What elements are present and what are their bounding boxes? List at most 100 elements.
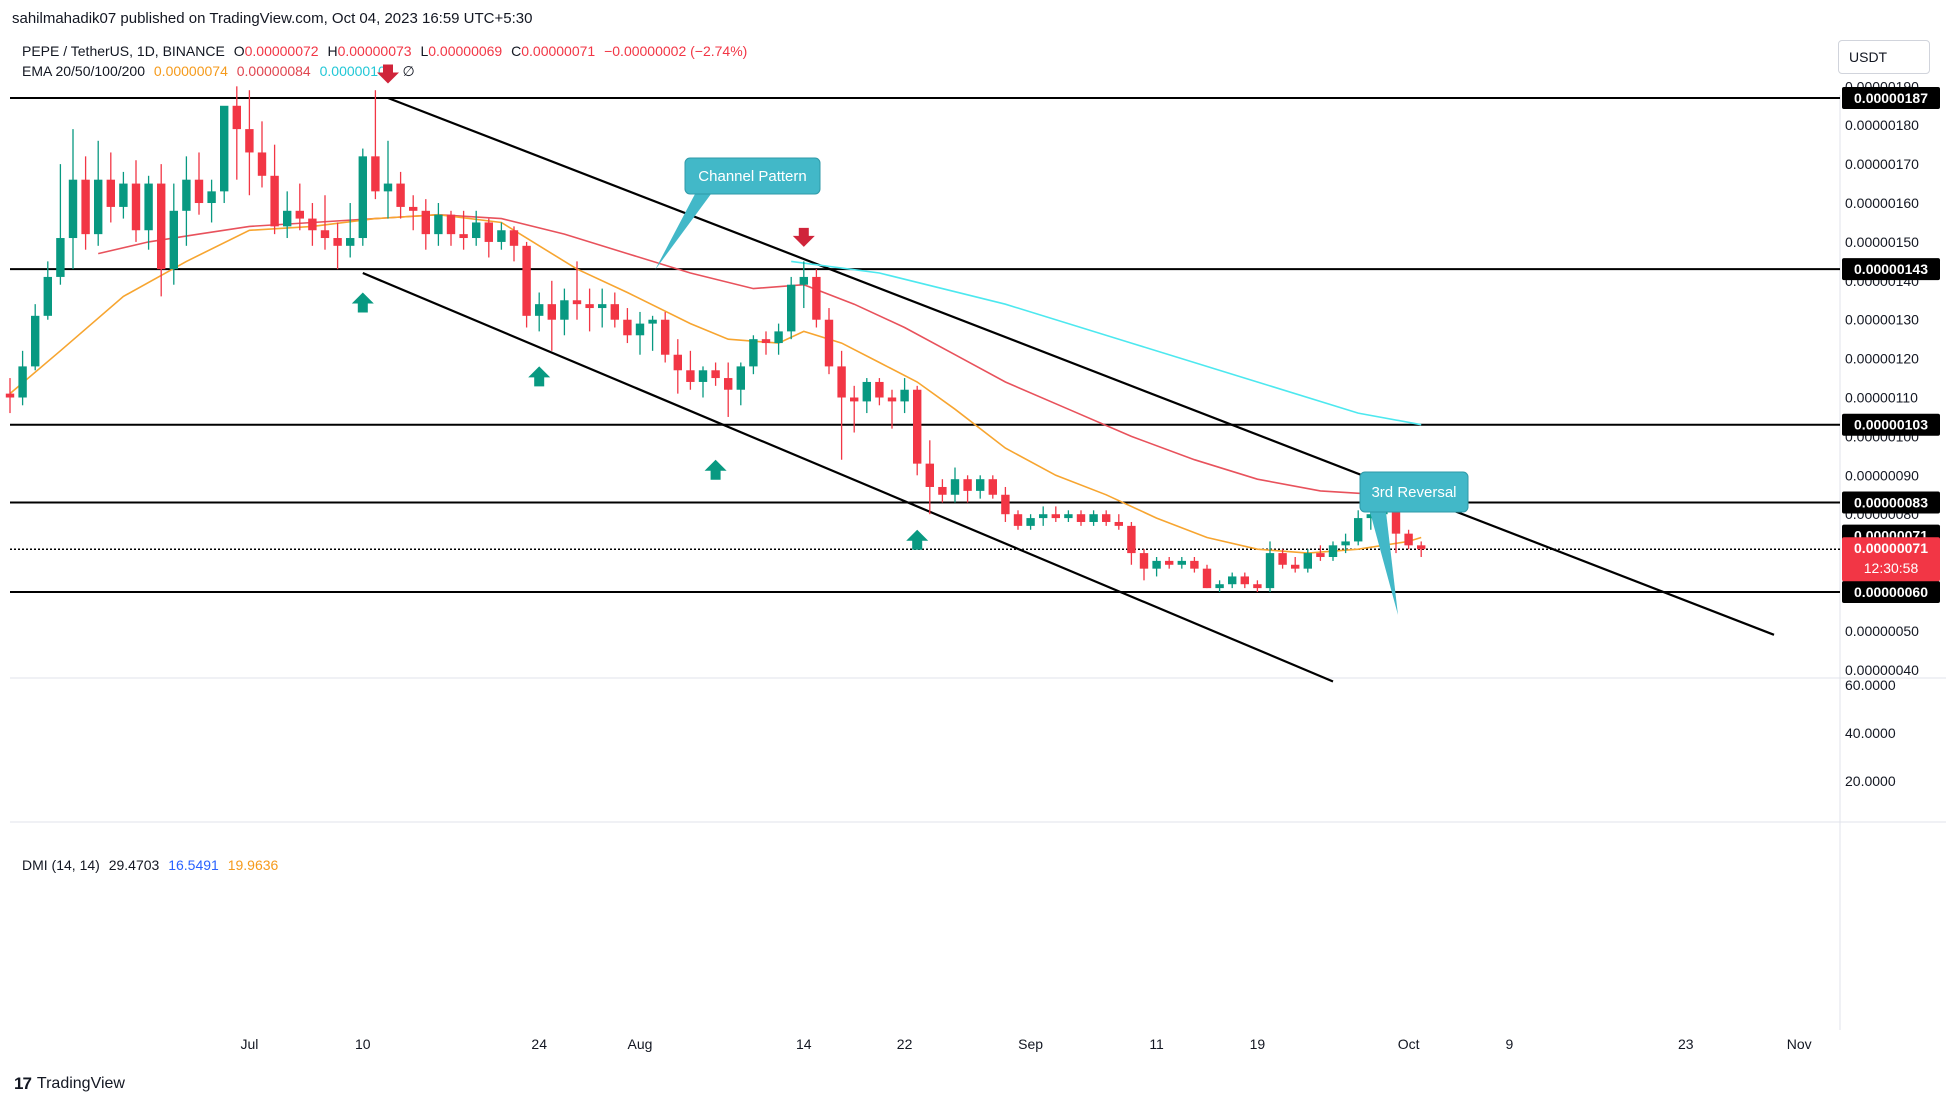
candle[interactable]	[131, 160, 141, 242]
candle[interactable]	[711, 362, 720, 386]
tradingview-logo[interactable]: 17 TradingView	[14, 1074, 125, 1094]
candle[interactable]	[194, 152, 204, 215]
candle[interactable]	[950, 467, 960, 503]
candle[interactable]	[94, 140, 103, 246]
candle[interactable]	[988, 475, 997, 499]
candle[interactable]	[1404, 529, 1413, 550]
candle[interactable]	[157, 164, 166, 297]
candle[interactable]	[182, 156, 191, 246]
candle[interactable]	[43, 261, 52, 320]
candle[interactable]	[119, 171, 128, 219]
candle[interactable]	[31, 304, 40, 371]
candle[interactable]	[232, 86, 241, 180]
candle[interactable]	[1328, 541, 1338, 561]
candle[interactable]	[1291, 556, 1300, 573]
candle[interactable]	[1127, 521, 1136, 565]
candle[interactable]	[598, 288, 607, 328]
candle[interactable]	[144, 175, 153, 250]
candle[interactable]	[1354, 510, 1363, 546]
candle[interactable]	[1316, 545, 1325, 561]
candle[interactable]	[1102, 510, 1111, 526]
candle[interactable]	[1265, 541, 1275, 592]
candle[interactable]	[1177, 556, 1186, 569]
candle[interactable]	[1202, 564, 1212, 589]
candle[interactable]	[421, 199, 430, 250]
candle[interactable]	[434, 203, 443, 246]
current-price-tag[interactable]: 0.00000071 12:30:58	[1842, 537, 1940, 582]
level-tag-83[interactable]: 0.00000083	[1842, 491, 1940, 514]
candle[interactable]	[295, 183, 304, 231]
level-tag-187[interactable]: 0.00000187	[1842, 87, 1940, 109]
dmi-label[interactable]: DMI (14, 14)	[22, 857, 100, 873]
candle[interactable]	[371, 90, 380, 200]
candle[interactable]	[497, 222, 506, 250]
candle[interactable]	[358, 148, 367, 246]
candle[interactable]	[963, 475, 972, 503]
candle[interactable]	[1013, 510, 1023, 530]
symbol-title[interactable]: PEPE / TetherUS, 1D, BINANCE	[22, 43, 225, 59]
candle[interactable]	[1039, 506, 1048, 526]
candle[interactable]	[320, 195, 330, 250]
candle[interactable]	[1228, 572, 1237, 589]
candle[interactable]	[68, 129, 78, 270]
candle[interactable]	[648, 315, 657, 351]
channel-pattern-callout[interactable]: Channel Pattern	[655, 157, 821, 270]
candle[interactable]	[938, 479, 947, 503]
candle[interactable]	[1417, 541, 1426, 557]
candle[interactable]	[472, 210, 481, 246]
candle[interactable]	[5, 378, 15, 414]
candle[interactable]	[976, 475, 985, 499]
candle[interactable]	[761, 331, 771, 355]
candle[interactable]	[850, 385, 859, 433]
candle[interactable]	[1051, 506, 1060, 522]
candle[interactable]	[787, 276, 796, 340]
candle[interactable]	[1001, 486, 1010, 522]
candle[interactable]	[1303, 549, 1312, 573]
candle[interactable]	[220, 105, 229, 204]
candle[interactable]	[245, 90, 254, 196]
candle[interactable]	[887, 389, 897, 429]
candle[interactable]	[484, 218, 493, 258]
candle[interactable]	[106, 152, 115, 223]
candle[interactable]	[824, 308, 834, 375]
candle[interactable]	[1278, 549, 1287, 569]
candle[interactable]	[635, 311, 645, 355]
ema-label[interactable]: EMA 20/50/100/200	[22, 63, 145, 79]
candle[interactable]	[283, 191, 292, 239]
candle[interactable]	[383, 140, 393, 219]
candle[interactable]	[446, 210, 456, 246]
candle[interactable]	[396, 171, 405, 219]
candle[interactable]	[509, 226, 519, 262]
candle[interactable]	[56, 164, 65, 285]
candle[interactable]	[837, 350, 846, 460]
candle[interactable]	[913, 385, 922, 476]
candle[interactable]	[1076, 510, 1086, 526]
currency-selector[interactable]: USDT	[1838, 40, 1930, 74]
candle[interactable]	[535, 292, 544, 332]
candle[interactable]	[749, 335, 758, 375]
candle[interactable]	[1064, 510, 1073, 522]
candle[interactable]	[724, 362, 733, 417]
candle[interactable]	[812, 269, 821, 328]
candle[interactable]	[698, 366, 708, 398]
candle[interactable]	[18, 350, 27, 406]
candle[interactable]	[686, 350, 695, 390]
candle[interactable]	[1215, 580, 1224, 592]
candle[interactable]	[81, 156, 90, 250]
candle[interactable]	[925, 440, 934, 515]
candle[interactable]	[875, 378, 884, 406]
candle[interactable]	[1026, 514, 1035, 530]
candle[interactable]	[774, 323, 783, 355]
candle[interactable]	[1152, 556, 1161, 577]
candle[interactable]	[1253, 580, 1262, 592]
candle[interactable]	[459, 210, 468, 250]
candle[interactable]	[736, 362, 745, 406]
candle[interactable]	[1341, 533, 1350, 554]
candle[interactable]	[547, 280, 556, 351]
candle[interactable]	[169, 183, 178, 285]
candle[interactable]	[333, 222, 342, 270]
candle[interactable]	[560, 288, 569, 336]
candle[interactable]	[623, 308, 632, 344]
level-tag-143[interactable]: 0.00000143	[1842, 258, 1940, 281]
